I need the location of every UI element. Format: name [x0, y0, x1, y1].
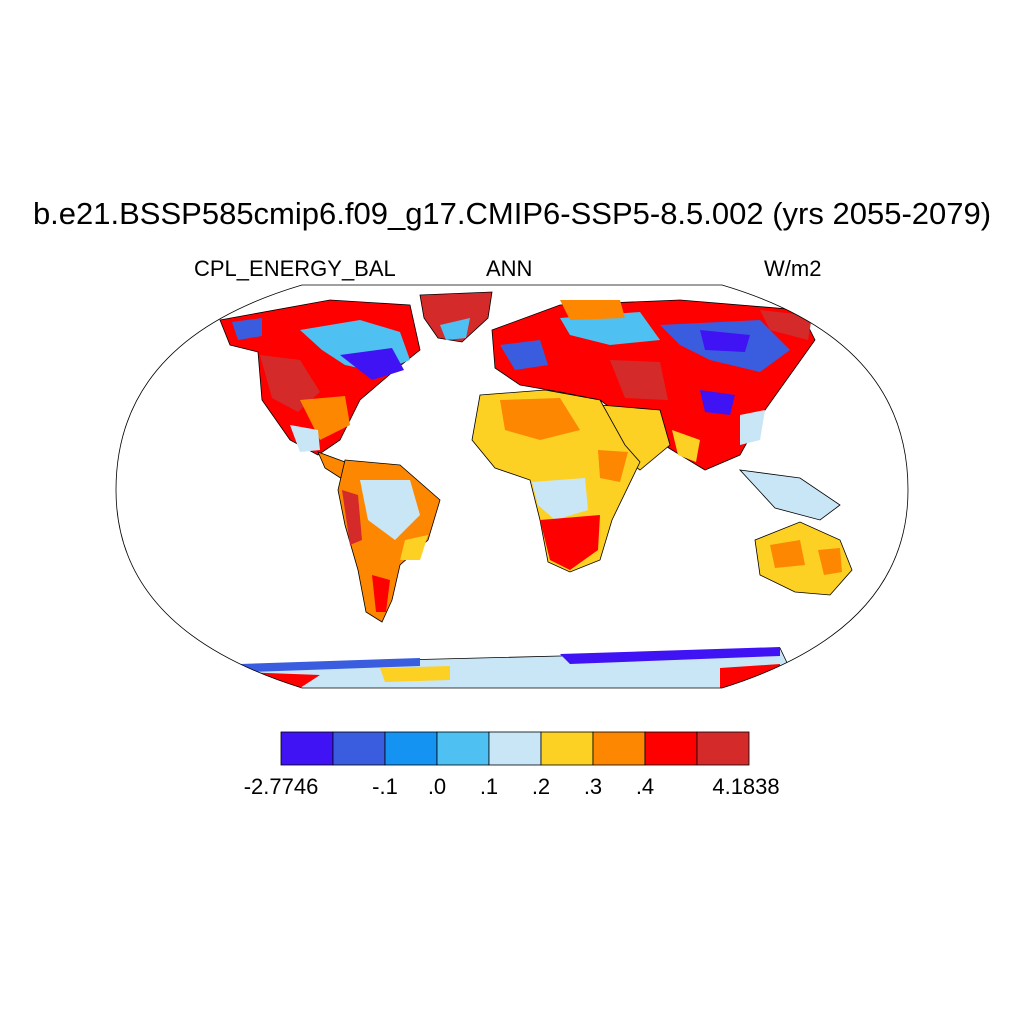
- colorbar-swatch-6: [592, 731, 646, 766]
- colorbar-label-0: -2.7746: [243, 774, 319, 799]
- north-america-region: [219, 299, 421, 456]
- southeast-asia-region: [738, 469, 841, 521]
- colorbar-label-2: .0: [427, 774, 447, 799]
- colorbar-swatch-8: [696, 731, 750, 766]
- colorbar-swatch-4: [488, 731, 542, 766]
- colorbar-label-5: .3: [583, 774, 603, 799]
- season-label: ANN: [486, 256, 533, 281]
- colorbar-label-7: 4.1838: [712, 774, 780, 799]
- colorbar-label-3: .1: [479, 774, 499, 799]
- colorbar-swatch-1: [332, 731, 386, 766]
- colorbar-swatch-2: [384, 731, 438, 766]
- antarctica-region: [219, 647, 801, 688]
- plot-title: b.e21.BSSP585cmip6.f09_g17.CMIP6-SSP5-8.…: [32, 196, 992, 231]
- variable-label: CPL_ENERGY_BAL: [194, 256, 396, 281]
- colorbar-swatch-0: [280, 731, 334, 766]
- map-outline: [115, 284, 909, 689]
- colorbar-swatch-7: [644, 731, 698, 766]
- colorbar-swatch-5: [540, 731, 594, 766]
- colorbar-label-1: -.1: [372, 774, 398, 799]
- south-america-region: [337, 459, 441, 623]
- units-label: W/m2: [764, 256, 822, 281]
- colorbar: [280, 731, 750, 766]
- australia-region: [754, 521, 853, 596]
- colorbar-swatch-3: [436, 731, 490, 766]
- eurasia-region: [491, 299, 816, 471]
- africa-region: [471, 389, 641, 573]
- colorbar-label-6: .4: [635, 774, 655, 799]
- greenland-region: [419, 291, 493, 343]
- colorbar-label-4: .2: [531, 774, 551, 799]
